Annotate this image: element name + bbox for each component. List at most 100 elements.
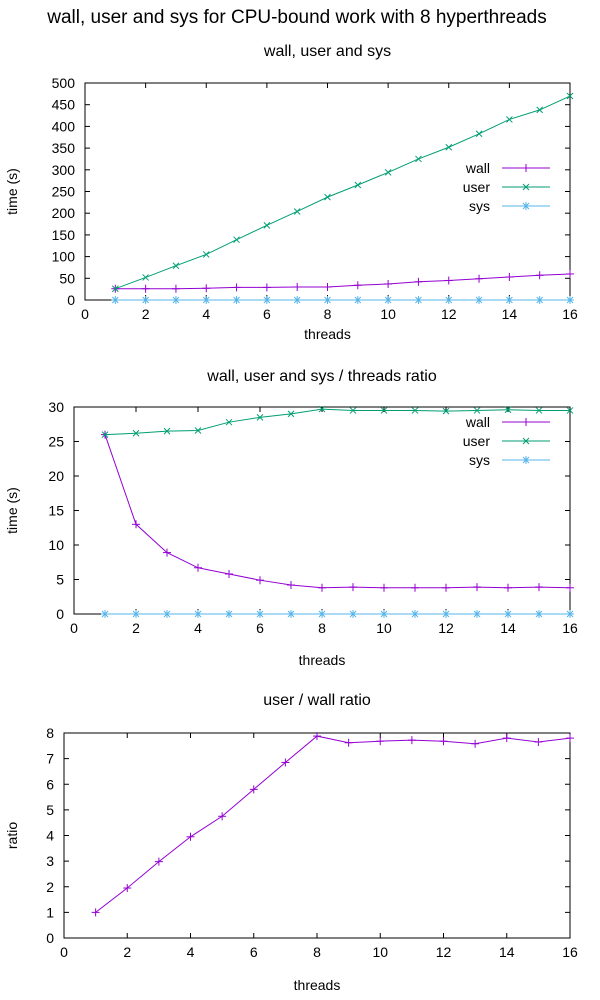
- x-tick-label: 0: [70, 620, 78, 636]
- x-tick-label: 12: [436, 944, 452, 960]
- data-point-user-wall: [566, 734, 574, 743]
- data-point-user: [202, 251, 210, 258]
- data-point-user: [293, 208, 301, 215]
- legend-marker-user: [522, 183, 530, 191]
- legend-marker-user: [522, 437, 530, 445]
- data-point-wall: [293, 282, 302, 291]
- data-point-wall: [566, 269, 574, 278]
- data-point-wall: [225, 569, 233, 578]
- data-point-sys: [504, 610, 512, 618]
- data-point-user-wall: [281, 758, 290, 767]
- data-point-user: [411, 407, 419, 414]
- x-tick-label: 10: [376, 620, 392, 636]
- data-point-wall: [256, 576, 264, 585]
- data-point-user: [442, 407, 450, 415]
- data-point-wall: [194, 563, 202, 572]
- series-sys: [111, 296, 574, 304]
- series-line-user: [115, 95, 571, 290]
- data-point-wall: [141, 284, 150, 293]
- data-point-sys: [202, 296, 211, 304]
- x-tick-label: 6: [250, 944, 258, 960]
- legend-label-sys: sys: [469, 452, 490, 468]
- data-point-user: [101, 431, 109, 438]
- data-point-user: [287, 410, 295, 418]
- data-point-wall: [202, 284, 211, 293]
- data-point-sys: [262, 296, 271, 304]
- data-point-user: [445, 143, 453, 151]
- data-point-user: [354, 181, 362, 189]
- x-tick-label: 2: [132, 620, 140, 636]
- y-tick-label: 100: [52, 249, 76, 265]
- y-tick-label: 20: [48, 468, 64, 484]
- data-point-user: [415, 155, 422, 163]
- data-point-sys: [384, 296, 393, 304]
- data-point-wall: [411, 583, 419, 592]
- data-point-sys: [101, 610, 109, 618]
- series-user: [101, 405, 574, 438]
- y-tick-label: 0: [67, 292, 75, 308]
- series-line-wall: [115, 273, 571, 290]
- data-point-sys: [171, 296, 180, 304]
- chart-title: wall, user and sys: [263, 43, 391, 60]
- data-point-wall: [414, 277, 423, 286]
- data-point-wall: [444, 276, 453, 285]
- data-point-user-wall: [313, 732, 321, 741]
- data-point-user: [318, 405, 326, 413]
- x-tick-label: 10: [372, 944, 388, 960]
- plot-frame: [63, 732, 571, 939]
- data-point-user-wall: [344, 738, 353, 747]
- data-point-wall: [380, 583, 388, 592]
- data-point-sys: [256, 610, 264, 618]
- data-point-user: [535, 407, 543, 414]
- data-point-wall: [535, 583, 543, 592]
- legend-label-user: user: [463, 433, 491, 449]
- y-tick-label: 7: [46, 751, 54, 767]
- data-point-sys: [411, 610, 419, 618]
- x-tick-label: 10: [380, 306, 396, 322]
- series-user: [111, 92, 574, 293]
- data-point-wall: [353, 281, 362, 290]
- data-point-user: [194, 427, 202, 434]
- data-point-user-wall: [376, 737, 385, 746]
- data-point-user: [536, 106, 544, 114]
- data-point-wall: [132, 520, 140, 529]
- data-point-user: [566, 92, 574, 100]
- y-axis-label: ratio: [4, 822, 20, 849]
- y-tick-label: 0: [46, 930, 54, 946]
- y-axis-label: time (s): [4, 168, 20, 215]
- y-tick-label: 8: [46, 725, 54, 741]
- x-tick-label: 6: [256, 620, 264, 636]
- series-line-user-wall: [95, 735, 571, 913]
- plot-frame: [84, 82, 571, 301]
- data-point-user: [380, 407, 388, 414]
- y-tick-label: 250: [52, 184, 76, 200]
- y-tick-label: 15: [48, 503, 64, 519]
- legend: wall user sys: [463, 414, 550, 468]
- data-point-sys: [225, 610, 233, 618]
- data-point-sys: [293, 296, 302, 304]
- y-tick-label: 6: [46, 776, 54, 792]
- data-point-user: [506, 116, 513, 123]
- data-point-user-wall: [471, 739, 480, 748]
- x-tick-label: 2: [142, 306, 150, 322]
- y-axis-label: time (s): [4, 487, 20, 534]
- data-point-user: [324, 193, 331, 201]
- data-point-wall: [505, 272, 514, 281]
- y-tick-label: 2: [46, 879, 54, 895]
- data-point-wall: [475, 274, 484, 283]
- data-point-wall: [535, 271, 544, 280]
- legend-label-wall: wall: [465, 160, 490, 176]
- data-point-user: [263, 221, 271, 229]
- legend: wall user sys: [463, 160, 550, 214]
- data-point-sys: [414, 296, 423, 304]
- data-point-wall: [287, 581, 295, 590]
- legend-marker-sys: [522, 456, 530, 464]
- data-point-sys: [353, 296, 362, 304]
- y-tick-label: 10: [48, 537, 64, 553]
- plot-frame: [73, 406, 571, 615]
- data-point-sys: [323, 296, 332, 304]
- legend-marker-sys: [522, 202, 530, 210]
- data-point-user: [142, 274, 149, 281]
- data-point-wall: [232, 283, 241, 292]
